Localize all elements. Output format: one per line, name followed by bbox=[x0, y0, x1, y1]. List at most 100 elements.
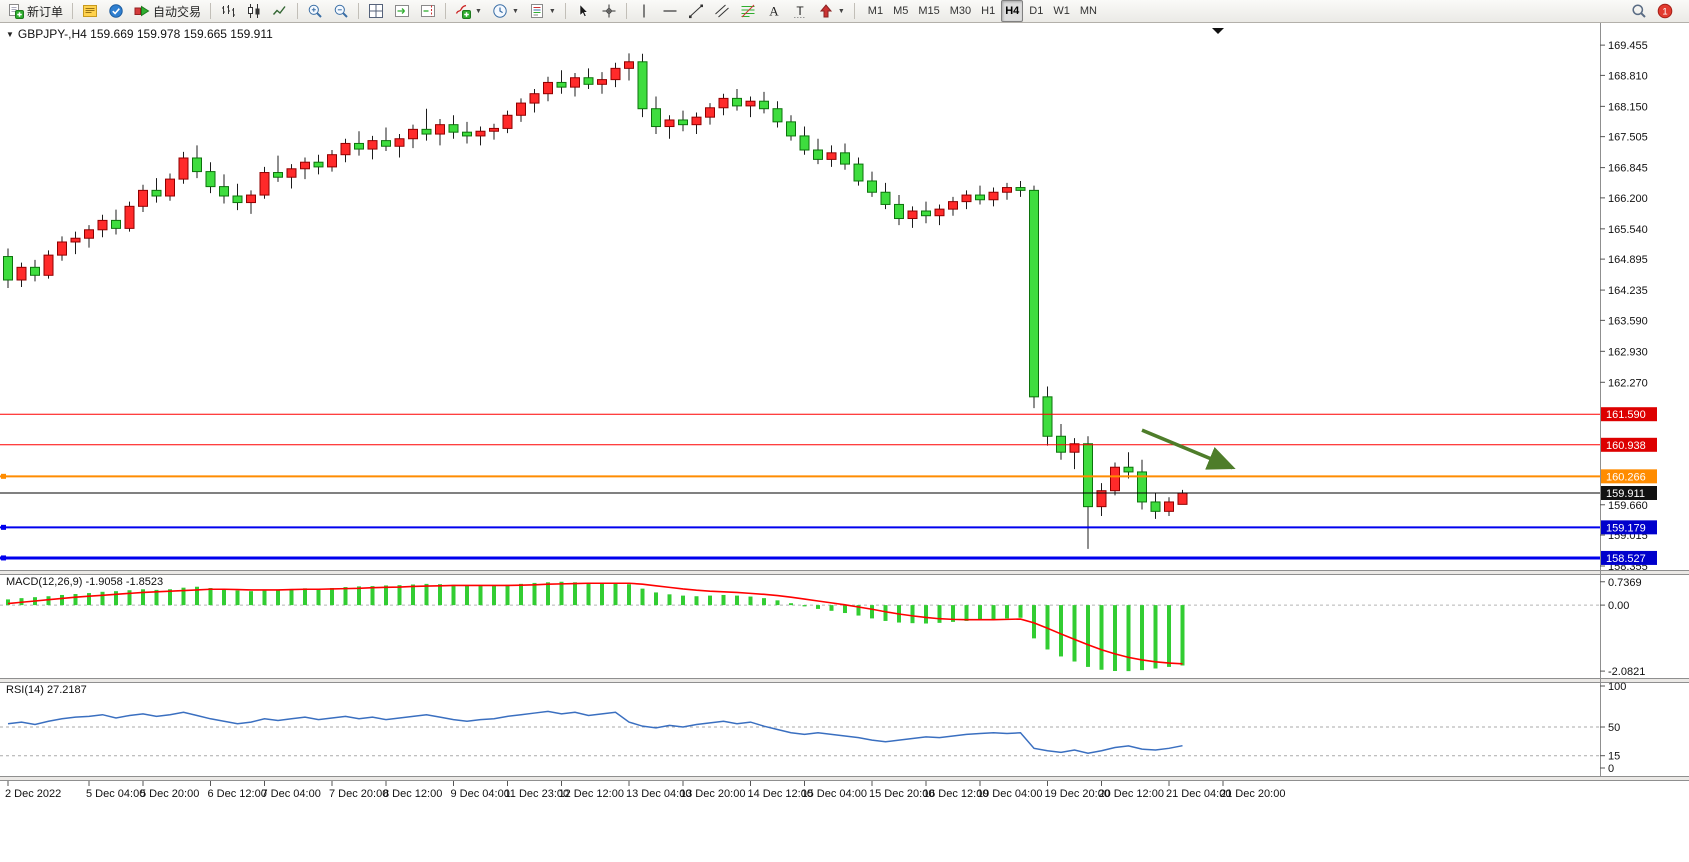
fibonacci-tool-button[interactable] bbox=[736, 0, 760, 22]
arrows-icon bbox=[818, 3, 834, 19]
tile-windows-button[interactable] bbox=[364, 0, 388, 22]
app-market-button[interactable] bbox=[104, 0, 128, 22]
candle-down bbox=[3, 256, 13, 281]
candle-up bbox=[1110, 466, 1120, 492]
macd-indicator-label: MACD(12,26,9) -1.9058 -1.8523 bbox=[6, 576, 164, 588]
time-axis-label: 7 Dec 20:00 bbox=[329, 788, 388, 800]
candle-up bbox=[394, 138, 405, 147]
time-axis-label: 20 Dec 12:00 bbox=[1099, 788, 1164, 800]
notifications-button[interactable]: 1 bbox=[1653, 0, 1677, 22]
candle-up bbox=[475, 130, 486, 137]
collapse-ohlc-arrow-icon[interactable]: ▼ bbox=[6, 30, 14, 39]
new-order-button[interactable]: 新订单 bbox=[4, 0, 67, 22]
text-label-tool-button[interactable]: T bbox=[788, 0, 812, 22]
candlestick-mode-button[interactable] bbox=[242, 0, 266, 22]
candle-up bbox=[988, 191, 999, 201]
rsi-line bbox=[7, 710, 1183, 755]
crosshair-button[interactable] bbox=[597, 0, 621, 22]
text-tool-button[interactable]: A bbox=[762, 0, 786, 22]
fibonacci-icon bbox=[740, 3, 756, 19]
templates-button[interactable]: ▼ bbox=[525, 0, 560, 22]
candle-down bbox=[273, 172, 283, 178]
zoom-out-icon bbox=[333, 3, 349, 19]
chart-shift-button[interactable] bbox=[416, 0, 440, 22]
cursor-icon bbox=[575, 3, 591, 19]
candle-down bbox=[853, 163, 864, 182]
candle-up bbox=[961, 194, 972, 203]
timeframe-button-m5[interactable]: M5 bbox=[889, 0, 912, 22]
indicators-button[interactable]: ▼ bbox=[451, 0, 486, 22]
support-line-1-axis-badge bbox=[1601, 520, 1657, 535]
candle-up bbox=[745, 100, 756, 107]
timeframe-button-d1[interactable]: D1 bbox=[1025, 0, 1047, 22]
metaeditor-button[interactable] bbox=[78, 0, 102, 22]
time-axis-label: 15 Dec 20:00 bbox=[869, 788, 934, 800]
candle-up bbox=[1002, 187, 1012, 193]
zoom-out-button[interactable] bbox=[329, 0, 353, 22]
price-axis-label: 168.150 bbox=[1608, 101, 1648, 113]
time-axis-label: 9 Dec 04:00 bbox=[451, 788, 510, 800]
line-chart-mode-button[interactable] bbox=[268, 0, 292, 22]
auto-scroll-button[interactable] bbox=[390, 0, 414, 22]
time-axis-label: 15 Dec 04:00 bbox=[802, 788, 867, 800]
bar-chart-mode-button[interactable] bbox=[216, 0, 240, 22]
orange-level-line-handle[interactable] bbox=[1, 473, 6, 479]
rsi-axis-label: 0 bbox=[1608, 763, 1614, 775]
trend-arrow-annotation[interactable] bbox=[1141, 428, 1236, 470]
panel-splitter[interactable] bbox=[0, 570, 1689, 575]
periods-button[interactable]: ▼ bbox=[488, 0, 523, 22]
candle-up bbox=[300, 161, 310, 170]
time-axis-label: 13 Dec 04:00 bbox=[626, 788, 691, 800]
price-axis-label: 168.810 bbox=[1608, 70, 1648, 82]
candle-up bbox=[165, 178, 175, 197]
support-line-1-handle[interactable] bbox=[1, 524, 6, 530]
candle-down bbox=[381, 140, 391, 147]
cursor-button[interactable] bbox=[571, 0, 595, 22]
candlestick-icon bbox=[246, 3, 262, 19]
chart-area[interactable]: 169.455 168.810 168.150 167.505 166.845 166.2… bbox=[0, 23, 1689, 862]
arrows-tool-button[interactable]: ▼ bbox=[814, 0, 849, 22]
candle-down bbox=[448, 124, 459, 133]
timeframe-button-w1[interactable]: W1 bbox=[1049, 0, 1074, 22]
price-chart[interactable]: 169.455 168.810 168.150 167.505 166.845 166.2… bbox=[0, 23, 1689, 862]
timeframe-button-h4[interactable]: H4 bbox=[1001, 0, 1024, 22]
candle-up bbox=[327, 154, 337, 168]
candle-down bbox=[1029, 189, 1039, 398]
horizontal-line-tool-button[interactable] bbox=[658, 0, 682, 22]
time-axis-label: 16 Dec 12:00 bbox=[923, 788, 988, 800]
timeframe-button-mn[interactable]: MN bbox=[1076, 0, 1101, 22]
trendline-tool-button[interactable] bbox=[684, 0, 708, 22]
templates-icon bbox=[529, 3, 545, 19]
panel-splitter[interactable] bbox=[0, 776, 1689, 781]
timeframe-button-m1[interactable]: M1 bbox=[864, 0, 887, 22]
vertical-line-icon bbox=[636, 3, 652, 19]
price-axis-label: 165.540 bbox=[1608, 224, 1648, 236]
toolbar: 新订单 自动交易 ▼ ▼ ▼ A T ▼ M1 M5 M15 M30 H1 H4 D1 W1 MN 1 bbox=[0, 0, 1689, 23]
timeframe-button-m30[interactable]: M30 bbox=[946, 0, 975, 22]
indicators-icon bbox=[455, 3, 472, 19]
resistance-line-2-axis-badge-text: 160.938 bbox=[1606, 440, 1646, 452]
time-axis-label: 14 Dec 12:00 bbox=[748, 788, 813, 800]
rsi-indicator-label: RSI(14) 27.2187 bbox=[6, 684, 87, 696]
candle-down bbox=[975, 194, 985, 201]
candle-down bbox=[219, 186, 229, 197]
candle-down bbox=[732, 97, 742, 107]
zoom-in-button[interactable] bbox=[303, 0, 327, 22]
support-line-2-handle[interactable] bbox=[1, 555, 6, 561]
panel-splitter[interactable] bbox=[0, 678, 1689, 683]
timeframe-label: M30 bbox=[949, 5, 972, 17]
vertical-line-tool-button[interactable] bbox=[632, 0, 656, 22]
equidistant-channel-tool-button[interactable] bbox=[710, 0, 734, 22]
rsi-axis-label: 50 bbox=[1608, 722, 1620, 734]
chart-shift-marker[interactable] bbox=[1212, 28, 1224, 34]
candle-down bbox=[799, 135, 810, 151]
toolbar-separator bbox=[210, 3, 212, 19]
toolbar-separator bbox=[625, 3, 627, 19]
candle-up bbox=[705, 107, 715, 118]
timeframe-button-h1[interactable]: H1 bbox=[977, 0, 999, 22]
search-button[interactable] bbox=[1627, 0, 1651, 22]
chart-shift-icon bbox=[420, 3, 436, 19]
toolbar-separator bbox=[297, 3, 299, 19]
autotrading-button[interactable]: 自动交易 bbox=[130, 0, 205, 22]
timeframe-button-m15[interactable]: M15 bbox=[914, 0, 943, 22]
